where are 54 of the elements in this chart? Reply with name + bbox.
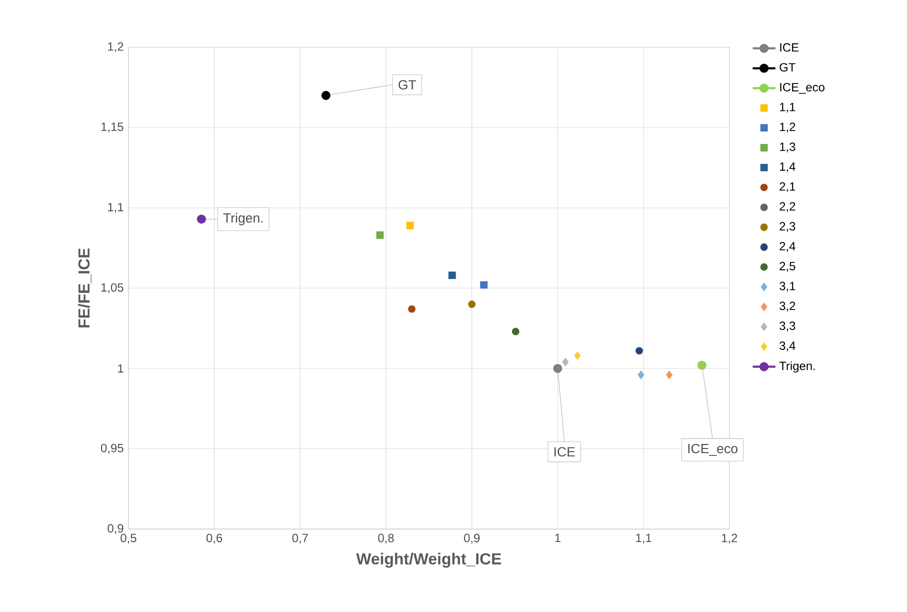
point: [196, 214, 206, 224]
point: [666, 370, 673, 380]
annotation: ICE_eco: [688, 444, 738, 456]
point: [638, 370, 644, 380]
x-tick-label: 0,6: [206, 534, 222, 544]
legend-label: 3,4: [780, 341, 796, 352]
y-axis-title: FE/FE_ICE: [78, 248, 92, 328]
point: [376, 231, 384, 239]
annotation: Trigen.: [223, 212, 263, 226]
legend-label: ICE_eco: [780, 82, 824, 94]
legend-label: 2,2: [780, 202, 796, 212]
point: [636, 346, 643, 354]
point: [562, 358, 569, 366]
legend-label: Trigen.: [779, 361, 815, 372]
legend-label: 1,4: [780, 162, 796, 172]
x-axis-title: Weight/Weight_ICE: [356, 552, 502, 568]
y-tick-label: 1,15: [101, 122, 124, 132]
legend-label: 2,5: [780, 262, 796, 272]
legend-label: 3,3: [780, 321, 796, 332]
x-tick-label: 0,9: [464, 534, 480, 544]
legend-label: GT: [780, 62, 796, 72]
legend-label: 2,1: [780, 182, 796, 192]
legend-label: 2,4: [780, 242, 796, 252]
point: [448, 271, 456, 279]
legend-label: 1,3: [780, 142, 796, 152]
x-tick-label: 1,2: [722, 534, 738, 544]
point: [408, 305, 416, 313]
y-tick-label: 1,1: [108, 202, 124, 213]
x-tick-label: 0,5: [120, 534, 136, 544]
y-tick-label: 1: [118, 364, 124, 372]
point: [512, 328, 520, 336]
point: [480, 281, 488, 289]
point: [574, 351, 581, 360]
point: [553, 364, 562, 373]
legend-label: 1,2: [780, 122, 796, 132]
point: [321, 90, 330, 100]
annotation: GT: [398, 80, 416, 90]
x-tick-label: 1: [555, 534, 560, 542]
legend-label: 3,1: [780, 282, 796, 292]
legend-label: 3,2: [780, 302, 796, 312]
y-tick-label: 0,95: [100, 444, 124, 454]
legend-label: 1,1: [780, 102, 796, 113]
legend-label: 2,3: [780, 222, 796, 232]
legend-label: ICE: [780, 43, 799, 52]
annotation: ICE: [554, 446, 575, 456]
y-tick-label: 0,9: [108, 524, 124, 534]
point: [468, 300, 476, 308]
point: [697, 360, 706, 370]
x-tick-label: 1,1: [636, 534, 652, 544]
x-tick-label: 0,7: [292, 534, 308, 544]
y-tick-label: 1,05: [101, 283, 124, 293]
y-tick-label: 1,2: [108, 42, 124, 52]
x-tick-label: 0,8: [378, 534, 394, 544]
point: [406, 222, 414, 230]
